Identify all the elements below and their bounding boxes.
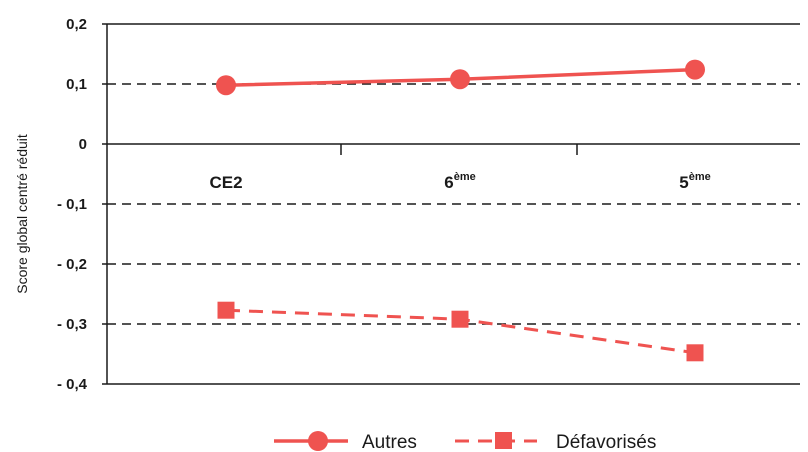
y-tick-label: 0,2 — [66, 16, 87, 33]
legend-label-autres: Autres — [362, 432, 417, 452]
y-tick-label: - 0,2 — [57, 256, 87, 273]
y-tick-label: 0,1 — [66, 76, 87, 93]
data-point-autres — [450, 69, 470, 90]
legend-marker-autres — [308, 431, 328, 451]
legend: Autres Défavorisés — [274, 431, 656, 452]
legend-marker-defavorises — [495, 432, 512, 449]
category-label: CE2 — [209, 173, 242, 192]
gridlines — [107, 83, 800, 325]
category-label: 5ème — [679, 171, 711, 192]
data-point-autres — [216, 75, 236, 96]
y-tick-label: - 0,1 — [57, 196, 87, 213]
legend-label-defavorises: Défavorisés — [556, 432, 656, 452]
data-point-autres — [685, 59, 705, 80]
data-point-defavorises — [686, 344, 704, 362]
category-labels: CE2 6ème 5ème — [209, 171, 710, 192]
y-tick-label: - 0,4 — [57, 376, 88, 393]
data-point-defavorises — [451, 310, 469, 328]
legend-item-autres: Autres — [274, 431, 417, 452]
legend-item-defavorises: Défavorisés — [455, 432, 656, 452]
y-tick-label: 0 — [79, 136, 87, 153]
y-axis-title: Score global centré réduit — [14, 134, 30, 294]
y-tick-label: - 0,3 — [57, 316, 87, 333]
data-point-defavorises — [217, 301, 235, 319]
series — [216, 59, 705, 362]
category-label: 6ème — [444, 171, 476, 192]
y-tick-labels: 0,2 0,1 0 - 0,1 - 0,2 - 0,3 - 0,4 — [57, 16, 107, 393]
